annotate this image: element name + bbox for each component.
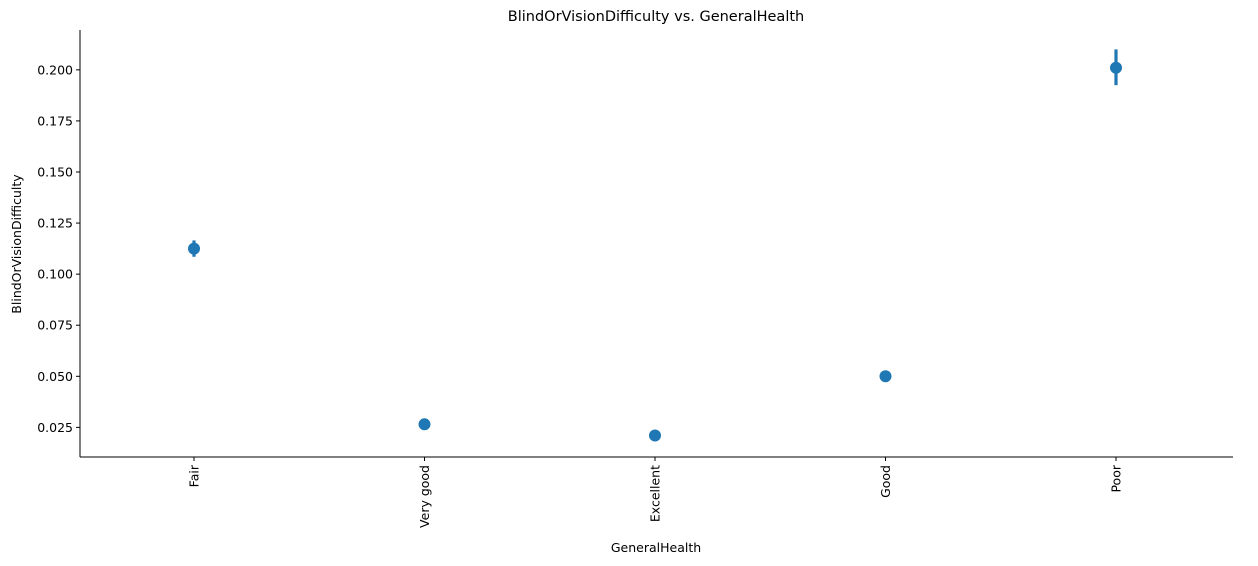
error-bars bbox=[192, 49, 1118, 438]
y-tick-label: 0.075 bbox=[37, 318, 73, 333]
y-tick-label: 0.150 bbox=[37, 164, 73, 179]
x-tick-label: Fair bbox=[187, 464, 202, 487]
y-tick-label: 0.025 bbox=[37, 420, 73, 435]
data-point bbox=[649, 429, 661, 442]
x-tick-label: Very good bbox=[417, 465, 432, 528]
y-tick-label: 0.125 bbox=[37, 216, 73, 231]
x-tick-label: Excellent bbox=[648, 465, 663, 522]
y-tick-label: 0.175 bbox=[37, 113, 73, 128]
plot-area: 0.025 0.050 0.075 0.100 0.125 0.150 0.175 0.200… bbox=[37, 30, 1233, 528]
data-point bbox=[879, 370, 892, 383]
y-tick-label: 0.100 bbox=[37, 267, 73, 282]
chart-title: BlindOrVisionDifficulty vs. GeneralHealt… bbox=[508, 9, 804, 25]
x-axis-label: GeneralHealth bbox=[611, 540, 701, 555]
data-point bbox=[418, 418, 431, 431]
x-ticks: Fair Very good Excellent Good Poor bbox=[187, 457, 1124, 528]
x-tick-label: Poor bbox=[1109, 464, 1124, 492]
y-tick-label: 0.200 bbox=[37, 62, 73, 77]
data-points bbox=[188, 61, 1122, 442]
y-axis-label: BlindOrVisionDifficulty bbox=[9, 174, 24, 314]
x-tick-label: Good bbox=[878, 465, 893, 498]
data-point bbox=[188, 242, 200, 255]
y-ticks: 0.025 0.050 0.075 0.100 0.125 0.150 0.175 0.200 bbox=[37, 62, 80, 435]
data-point bbox=[1110, 61, 1122, 74]
y-tick-label: 0.050 bbox=[37, 369, 73, 384]
